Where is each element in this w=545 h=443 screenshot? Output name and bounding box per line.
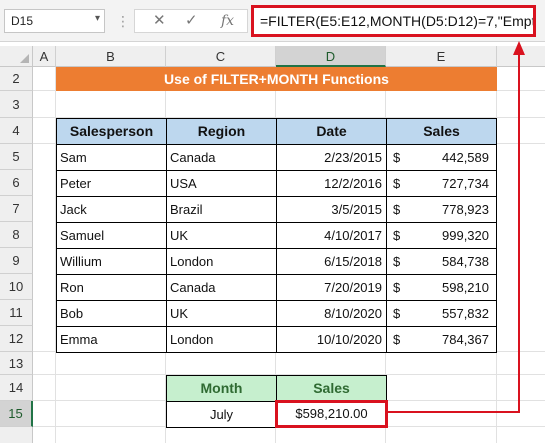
salesperson-cell[interactable]: Peter	[56, 170, 167, 197]
salesperson-cell[interactable]: Samuel	[56, 222, 167, 249]
region-cell[interactable]: Brazil	[166, 196, 277, 223]
sales-cell[interactable]: $778,923	[386, 196, 497, 223]
currency-symbol: $	[393, 306, 401, 321]
sheet-title[interactable]: Use of FILTER+MONTH Functions	[56, 67, 497, 91]
row-header-12[interactable]: 12	[0, 326, 33, 352]
row-header-10[interactable]: 10	[0, 274, 33, 300]
sales-value: 598,210	[442, 280, 489, 295]
enter-icon[interactable]: ✓	[185, 12, 198, 29]
currency-symbol: $	[393, 280, 401, 295]
column-header-c[interactable]: C	[166, 46, 276, 67]
select-all-corner[interactable]	[0, 46, 33, 67]
row-header-11[interactable]: 11	[0, 300, 33, 326]
row-header-4[interactable]: 4	[0, 118, 33, 144]
date-cell[interactable]: 2/23/2015	[276, 144, 387, 171]
date-cell[interactable]: 6/15/2018	[276, 248, 387, 275]
cancel-icon[interactable]: ✕	[153, 12, 166, 29]
gridline	[55, 67, 56, 443]
region-cell[interactable]: London	[166, 326, 277, 353]
sales-value: 557,832	[442, 306, 489, 321]
gridline	[33, 374, 545, 375]
sales-value: 584,738	[442, 254, 489, 269]
column-header-d[interactable]: D	[276, 46, 386, 67]
date-cell[interactable]: 4/10/2017	[276, 222, 387, 249]
column-header-f[interactable]	[497, 46, 545, 67]
sales-cell[interactable]: $557,832	[386, 300, 497, 327]
header-sales[interactable]: Sales	[386, 118, 497, 145]
row-header-3[interactable]: 3	[0, 91, 33, 118]
currency-symbol: $	[393, 150, 401, 165]
currency-symbol: $	[393, 254, 401, 269]
currency-symbol: $	[393, 202, 401, 217]
sales-cell[interactable]: $784,367	[386, 326, 497, 353]
row-header-13[interactable]: 13	[0, 352, 33, 375]
name-box[interactable]: D15 ▾	[4, 9, 105, 33]
header-salesperson[interactable]: Salesperson	[56, 118, 167, 145]
row-header-16[interactable]	[0, 427, 33, 443]
column-header-a[interactable]: A	[33, 46, 56, 67]
sales-value: 442,589	[442, 150, 489, 165]
region-cell[interactable]: Canada	[166, 144, 277, 171]
date-cell[interactable]: 7/20/2019	[276, 274, 387, 301]
row-header-15[interactable]: 15	[0, 401, 33, 427]
row-header-6[interactable]: 6	[0, 170, 33, 196]
sales-cell[interactable]: $727,734	[386, 170, 497, 197]
insert-function-icon[interactable]: fx	[221, 13, 235, 29]
sales-cell[interactable]: $442,589	[386, 144, 497, 171]
row-header-8[interactable]: 8	[0, 222, 33, 248]
header-region[interactable]: Region	[166, 118, 277, 145]
callout-arrow-line	[388, 55, 520, 413]
sales-value: 727,734	[442, 176, 489, 191]
sales-cell[interactable]: $598,210	[386, 274, 497, 301]
drag-handle-icon[interactable]: ⋮	[116, 13, 130, 29]
chevron-down-icon[interactable]: ▾	[94, 13, 100, 24]
header-month[interactable]: Month	[166, 375, 277, 402]
sales-cell[interactable]: $999,320	[386, 222, 497, 249]
sales-value: 784,367	[442, 332, 489, 347]
formula-bar: D15 ▾ ⋮ ✕ ✓ fx =FILTER(E5:E12,MONTH(D5:D…	[0, 0, 545, 42]
salesperson-cell[interactable]: Jack	[56, 196, 167, 223]
result-sales-cell[interactable]: $598,210.00	[275, 400, 388, 428]
row-header-2[interactable]: 2	[0, 67, 33, 91]
row-header-7[interactable]: 7	[0, 196, 33, 222]
sales-value: 999,320	[442, 228, 489, 243]
region-cell[interactable]: USA	[166, 170, 277, 197]
month-cell[interactable]: July	[166, 401, 277, 428]
currency-symbol: $	[393, 332, 401, 347]
currency-symbol: $	[393, 228, 401, 243]
row-header-9[interactable]: 9	[0, 248, 33, 274]
row-header-14[interactable]: 14	[0, 375, 33, 401]
arrow-head-icon	[513, 41, 525, 55]
formula-input[interactable]: =FILTER(E5:E12,MONTH(D5:D12)=7,"Empty")	[251, 5, 536, 37]
region-cell[interactable]: London	[166, 248, 277, 275]
formula-buttons: ✕ ✓ fx	[134, 9, 248, 33]
row-header-5[interactable]: 5	[0, 144, 33, 170]
column-header-b[interactable]: B	[56, 46, 166, 67]
currency-symbol: $	[393, 176, 401, 191]
name-box-value: D15	[11, 14, 34, 28]
sales-value: 778,923	[442, 202, 489, 217]
gridline	[33, 117, 545, 118]
column-header-e[interactable]: E	[386, 46, 497, 67]
date-cell[interactable]: 10/10/2020	[276, 326, 387, 353]
salesperson-cell[interactable]: Bob	[56, 300, 167, 327]
salesperson-cell[interactable]: Emma	[56, 326, 167, 353]
